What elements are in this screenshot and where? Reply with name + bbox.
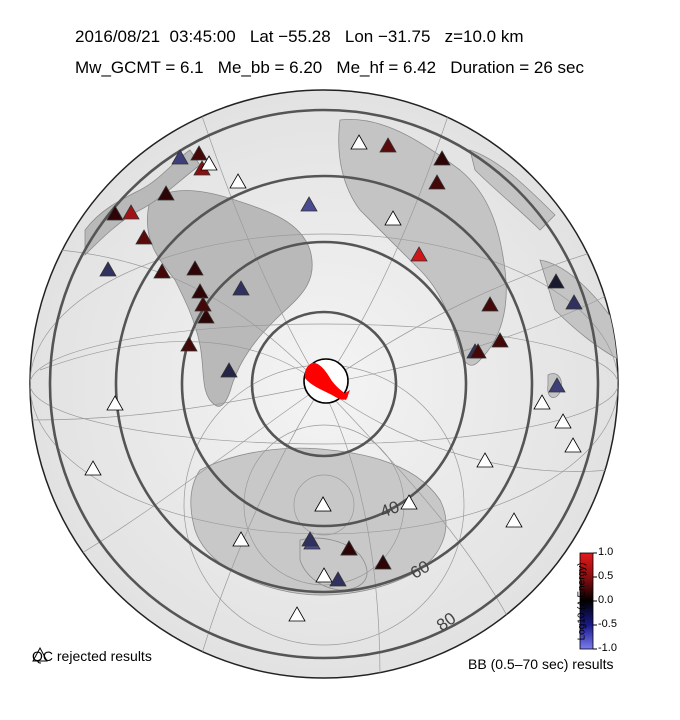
colorbar-tick-label: 0.5 [598, 570, 614, 582]
station-marker [428, 174, 446, 190]
colorbar-tick-label: 1.0 [598, 546, 614, 558]
event-summary-line-2: Mw_GCMT = 6.1 Me_bb = 6.20 Me_hf = 6.42 … [75, 58, 585, 77]
qc-rejected-marker [314, 496, 332, 512]
station-marker [232, 280, 250, 296]
station-marker [469, 343, 487, 359]
qc-rejected-marker [400, 494, 418, 510]
distance-rings [48, 108, 600, 660]
colorbar-title: Log10 (Δ Energy) [576, 562, 588, 641]
station-marker [180, 336, 198, 352]
colorbar-tick-label: 0.0 [598, 594, 614, 606]
station-marker [194, 296, 212, 312]
station-marker [410, 246, 428, 262]
station-marker [547, 273, 565, 289]
qc-rejected-marker [554, 413, 572, 429]
station-marker [340, 540, 358, 556]
arabia-landmass [469, 149, 556, 231]
colorbar-ticks [593, 552, 597, 650]
qc-rejected-marker [533, 394, 551, 410]
station-marker [433, 150, 451, 166]
qc-rejected-marker [229, 173, 247, 189]
south-america-landmass [146, 190, 313, 407]
qc-rejected-marker [315, 567, 333, 583]
station-marker [548, 377, 566, 393]
qc-rejected-marker [564, 437, 582, 453]
station-marker [481, 296, 499, 312]
bb-results-legend-label: BB (0.5–70 sec) results [468, 656, 614, 672]
africa-landmass [338, 118, 507, 366]
station-marker [99, 261, 117, 277]
station-marker [153, 263, 171, 279]
station-markers [99, 137, 583, 587]
qc-rejected-marker [288, 606, 306, 622]
station-marker [565, 294, 583, 310]
station-marker [300, 196, 318, 212]
station-marker [379, 137, 397, 153]
qc-rejected-marker [505, 512, 523, 528]
qc-rejected-marker [232, 531, 250, 547]
station-marker [491, 332, 509, 348]
focal-mechanism-beachball [303, 358, 350, 404]
station-marker [106, 205, 124, 221]
station-marker [301, 531, 319, 547]
qc-rejected-legend-label: QC rejected results [32, 648, 152, 664]
qc-rejected-marker [106, 395, 124, 411]
station-marker [329, 571, 347, 587]
colorbar-tick-label: -0.5 [598, 618, 617, 630]
qc-rejected-marker [350, 134, 368, 150]
station-marker [197, 308, 215, 324]
station-marker [190, 145, 208, 161]
event-summary-line-1: 2016/08/21 03:45:00 Lat −55.28 Lon −31.7… [75, 27, 524, 46]
station-marker [135, 229, 153, 245]
station-marker [122, 204, 140, 220]
colorbar-tick-label: -1.0 [598, 642, 617, 654]
qc-rejected-markers [84, 134, 582, 622]
station-marker [171, 149, 189, 165]
qc-rejected-marker [384, 210, 402, 226]
qc-rejected-marker [476, 452, 494, 468]
qc-rejected-marker [200, 155, 218, 171]
station-marker [374, 554, 392, 570]
qc-legend-triangle-icon [32, 646, 48, 662]
station-marker [157, 185, 175, 201]
station-marker [220, 362, 238, 378]
station-marker [186, 260, 204, 276]
qc-rejected-marker [84, 460, 102, 476]
station-marker [191, 283, 209, 299]
